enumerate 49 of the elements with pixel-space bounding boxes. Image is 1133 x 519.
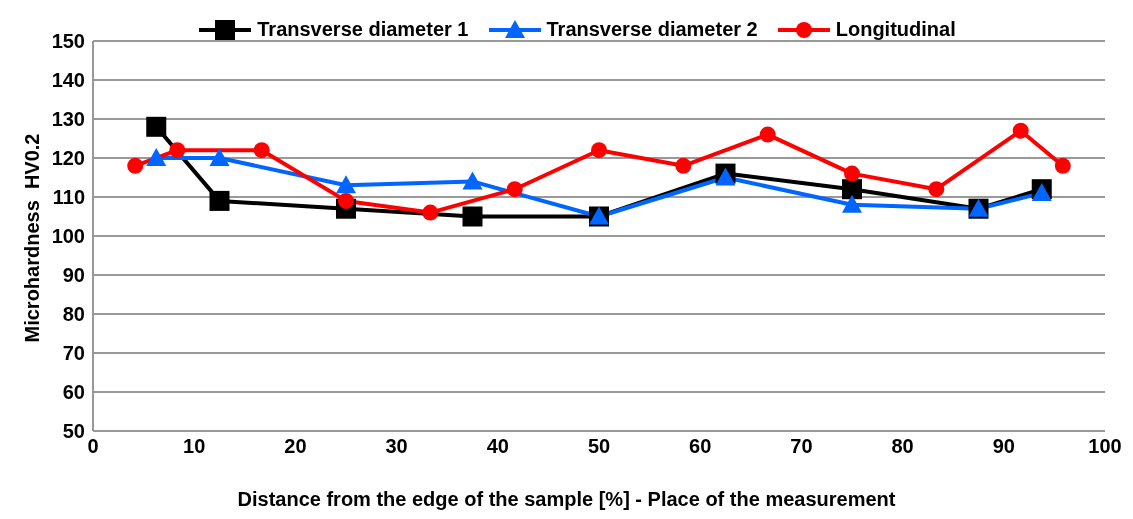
x-axis-title: Distance from the edge of the sample [%] - Place of the measurement bbox=[236, 488, 897, 511]
point bbox=[462, 171, 483, 190]
x-tick-label: 10 bbox=[183, 435, 206, 458]
point bbox=[591, 142, 607, 159]
point bbox=[759, 126, 776, 143]
x-tick-label: 70 bbox=[790, 435, 813, 458]
point bbox=[844, 165, 860, 182]
point bbox=[842, 194, 862, 213]
y-tick-label: 80 bbox=[62, 303, 85, 326]
y-tick-label: 110 bbox=[52, 186, 85, 209]
legend-label: Transverse diameter 2 bbox=[545, 18, 758, 41]
point bbox=[422, 204, 439, 221]
point bbox=[928, 181, 945, 198]
point bbox=[169, 142, 186, 159]
x-tick-label: 0 bbox=[87, 435, 99, 458]
y-tick-label: 150 bbox=[51, 30, 85, 53]
x-tick-label: 30 bbox=[385, 435, 408, 458]
y-tick-label: 130 bbox=[51, 108, 85, 131]
point bbox=[209, 190, 230, 211]
y-tick-label: 100 bbox=[51, 225, 85, 248]
y-tick-label: 70 bbox=[62, 342, 85, 365]
x-tick-label: 90 bbox=[992, 435, 1015, 458]
point bbox=[127, 157, 144, 174]
x-tick-label: 80 bbox=[891, 435, 914, 458]
legend-label: Transverse diameter 1 bbox=[256, 18, 469, 41]
x-tick-label: 20 bbox=[284, 435, 307, 458]
point bbox=[842, 179, 862, 200]
point bbox=[146, 116, 167, 137]
y-tick-label: 50 bbox=[62, 420, 85, 443]
y-tick-label: 140 bbox=[51, 69, 85, 92]
point bbox=[506, 181, 523, 198]
x-tick-label: 60 bbox=[689, 435, 712, 458]
point bbox=[209, 148, 230, 166]
y-tick-label: 120 bbox=[51, 147, 85, 170]
legend-label: Longitudinal bbox=[834, 18, 956, 41]
x-tick-label: 100 bbox=[1088, 435, 1122, 458]
point bbox=[253, 142, 270, 159]
y-axis-title: Microhardness HV0.2 bbox=[20, 133, 44, 343]
point bbox=[675, 157, 692, 174]
point bbox=[1012, 122, 1029, 139]
point bbox=[462, 206, 483, 227]
y-tick-label: 90 bbox=[62, 264, 85, 287]
point bbox=[146, 148, 167, 166]
y-tick-label: 60 bbox=[62, 381, 85, 404]
x-tick-label: 50 bbox=[587, 435, 611, 458]
x-tick-label: 40 bbox=[486, 435, 509, 458]
point bbox=[338, 192, 354, 209]
point bbox=[336, 175, 356, 194]
point bbox=[1054, 157, 1071, 174]
